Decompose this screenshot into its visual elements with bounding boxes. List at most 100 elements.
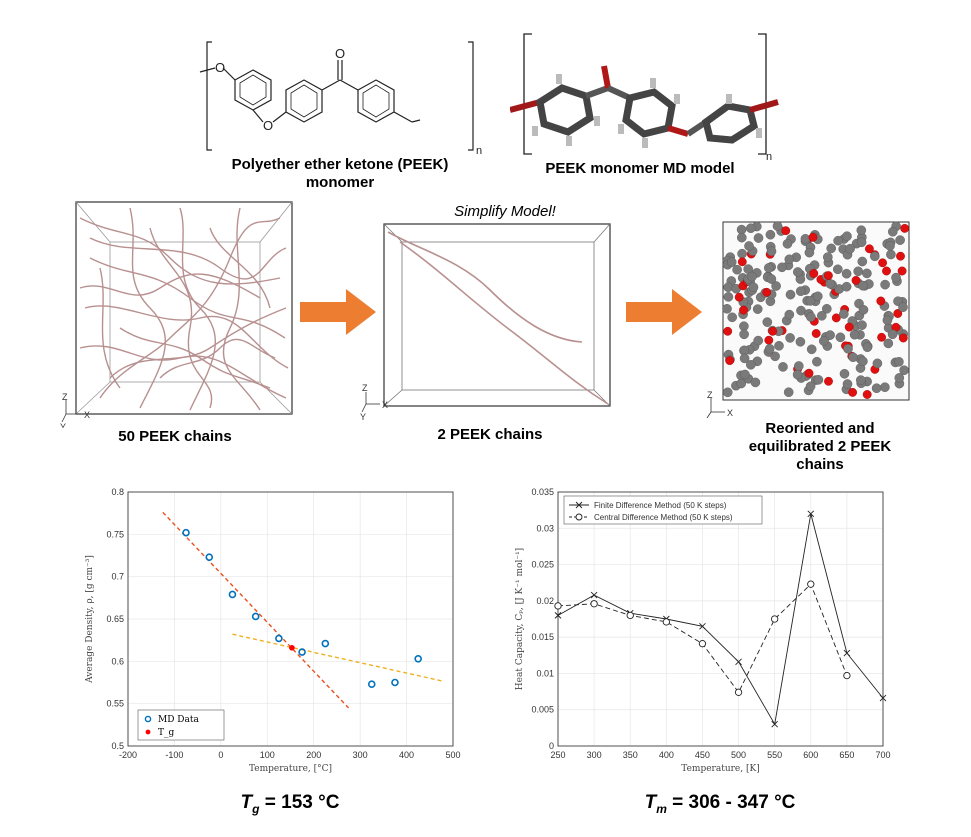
oxygen-atom <box>723 326 733 336</box>
oxygen-atom <box>862 390 872 399</box>
peek-monomer-label: Polyether ether ketone (PEEK) monomer <box>200 156 480 192</box>
carbon-atom <box>739 329 749 340</box>
carbon-atom <box>739 353 750 364</box>
carbon-atom <box>723 282 734 292</box>
carbon-atom <box>855 375 866 385</box>
simulation-box-50-chains: Z X Y <box>60 201 293 428</box>
carbon-atom <box>784 309 795 320</box>
carbon-atom <box>857 320 867 330</box>
carbon-atom <box>880 382 890 392</box>
carbon-atom <box>891 272 901 283</box>
box3-caption-line3: chains <box>796 456 844 473</box>
finite-point <box>807 510 815 518</box>
y-tick-label: 0.01 <box>536 668 554 678</box>
y-tick-label: 0.5 <box>111 741 124 751</box>
carbon-atom <box>822 304 832 314</box>
formula-subscript-g: g <box>252 801 260 816</box>
central-point <box>843 671 851 680</box>
box3-caption-line2: equilibrated 2 PEEK <box>748 438 892 455</box>
oxygen-atom <box>725 356 735 366</box>
carbon-atom <box>739 321 749 331</box>
carbon-atom <box>783 387 794 397</box>
oxygen-atom <box>897 266 907 276</box>
carbon-atom <box>752 304 763 314</box>
carbon-atom <box>813 374 824 385</box>
x-tick-label: 200 <box>306 750 321 760</box>
oxygen-atom <box>809 269 819 278</box>
axis-y-label: Y <box>60 422 66 428</box>
y-tick-label: 0.025 <box>531 560 554 570</box>
carbon-atom <box>898 302 908 312</box>
carbon-atom <box>723 292 734 302</box>
central-point <box>807 580 815 588</box>
oxygen-atom <box>876 296 886 306</box>
legend <box>137 709 225 741</box>
carbon-atom <box>805 381 816 392</box>
carbon-atom <box>894 373 905 383</box>
carbon-atom <box>825 279 835 289</box>
carbon-atom <box>885 241 895 251</box>
y-axis-label: Average Density, ρ, [g cm⁻³] <box>85 555 95 684</box>
carbon-atom <box>857 256 868 267</box>
peek-monomer-label-line1: Polyether ether ketone (PEEK) <box>231 156 449 173</box>
axis-z-label: Z <box>707 390 713 400</box>
formula-t: T <box>644 792 657 813</box>
carbon-atom <box>753 233 764 243</box>
axis-y-label: Y <box>360 412 366 422</box>
carbon-atom <box>835 332 846 343</box>
carbon-atom <box>771 281 781 291</box>
carbon-atom <box>871 383 882 393</box>
box2-caption: 2 PEEK chains <box>437 426 543 443</box>
carbon-atom <box>856 237 867 248</box>
carbon-atom <box>747 271 757 282</box>
carbon-atom <box>841 281 852 292</box>
carbon-atom <box>727 312 738 323</box>
carbon-atom <box>772 221 783 231</box>
legend-label-tg: T_g <box>158 728 175 738</box>
md-model-label: PEEK monomer MD model <box>545 160 735 177</box>
oxygen-atom <box>864 244 874 254</box>
finite-point <box>879 694 887 702</box>
md-data-point <box>182 528 190 537</box>
legend-label-finite: Finite Difference Method (50 K steps) <box>594 501 727 510</box>
peek-md-model-diagram: n <box>510 33 779 160</box>
carbon-atom <box>883 338 894 349</box>
formula-subscript-m: m <box>656 801 667 816</box>
carbon-atom <box>838 309 849 319</box>
oxygen-atom <box>882 266 891 276</box>
carbon-atom <box>737 232 747 243</box>
carbon-atom <box>862 342 873 352</box>
carbon-atom <box>813 291 823 302</box>
x-axis-label: Temperature, [K] <box>681 764 759 774</box>
oxygen-atom <box>762 287 772 297</box>
oxygen-atom <box>900 223 910 233</box>
carbon-atom <box>778 362 788 372</box>
carbon-atom <box>845 243 855 254</box>
md-data-point <box>275 634 283 643</box>
oxygen-atom-label: O <box>335 46 345 61</box>
finite-point <box>735 658 742 666</box>
axis-x-label: X <box>382 400 388 410</box>
carbon-atom <box>841 268 852 279</box>
axis-z-label: Z <box>62 392 68 402</box>
md-data-point <box>205 553 214 561</box>
carbon-atom <box>804 247 815 258</box>
peek-structure-diagram: O O O n <box>199 41 482 157</box>
oxygen-atom-label: O <box>215 60 225 75</box>
central-point <box>590 600 598 608</box>
carbon-atom <box>842 231 852 242</box>
carbon-atom <box>880 279 890 290</box>
oxygen-atom <box>824 271 833 280</box>
carbon-atom <box>858 305 869 315</box>
series-line-finite <box>557 513 884 726</box>
equilibrated-atom-box: Z X <box>706 221 910 418</box>
axis-z-label: Z <box>362 383 368 393</box>
carbon-atom <box>812 356 822 367</box>
y-tick-label: 0.55 <box>106 699 124 709</box>
carbon-atom <box>732 264 742 275</box>
oxygen-atom-label: O <box>263 118 273 133</box>
oxygen-atom <box>737 257 747 267</box>
legend-marker-md <box>144 715 152 723</box>
carbon-atom <box>792 369 803 380</box>
carbon-atom <box>842 379 853 389</box>
